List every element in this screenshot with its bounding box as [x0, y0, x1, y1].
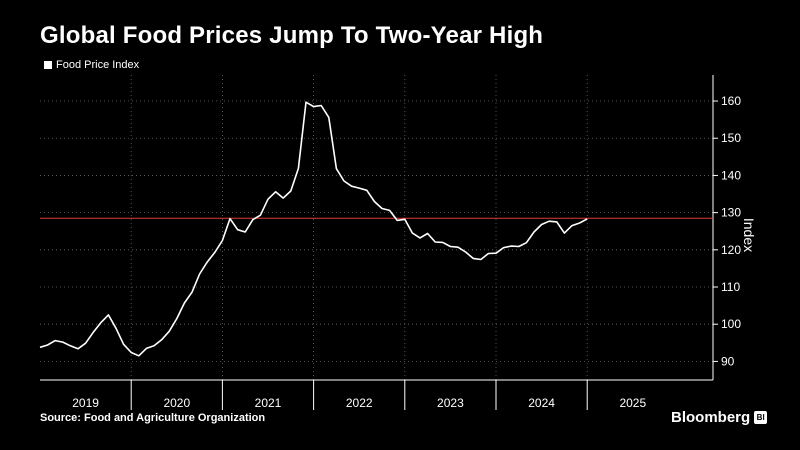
x-tick-label-2022: 2022 [346, 396, 373, 410]
x-tick-label-2020: 2020 [163, 396, 190, 410]
x-tick-label-2024: 2024 [528, 396, 555, 410]
y-tick-label-100: 100 [721, 317, 741, 331]
y-tick-label-140: 140 [721, 168, 741, 182]
legend-label: Food Price Index [56, 59, 140, 71]
series-line-food-price-index [39, 101, 588, 357]
source-note: Source: Food and Agriculture Organizatio… [40, 412, 266, 424]
y-tick-label-120: 120 [721, 243, 741, 257]
y-tick-label-160: 160 [721, 94, 741, 108]
grid-lines [40, 75, 713, 380]
series-layer [39, 101, 588, 357]
legend: Food Price Index [44, 59, 139, 71]
x-tick-label-2019: 2019 [72, 396, 99, 410]
tick-labels: 90 100 110 120 130 140 150 160 2019 2020 2021 2022 2… [72, 94, 741, 410]
x-tick-label-2025: 2025 [619, 396, 646, 410]
y-tick-label-130: 130 [721, 206, 741, 220]
bloomberg-terminal-icon: Bl [754, 411, 768, 424]
bloomberg-logo: Bloomberg Bl [671, 409, 768, 426]
chart-title: Global Food Prices Jump To Two-Year High [40, 22, 544, 49]
brand-name: Bloomberg [671, 409, 751, 426]
axes [40, 75, 718, 410]
y-tick-label-150: 150 [721, 131, 741, 145]
x-tick-label-2023: 2023 [437, 396, 464, 410]
y-tick-label-90: 90 [721, 354, 735, 368]
x-tick-label-2021: 2021 [255, 396, 282, 410]
y-tick-label-110: 110 [721, 280, 740, 294]
y-axis-title: Index [741, 218, 757, 252]
legend-swatch [44, 61, 52, 69]
